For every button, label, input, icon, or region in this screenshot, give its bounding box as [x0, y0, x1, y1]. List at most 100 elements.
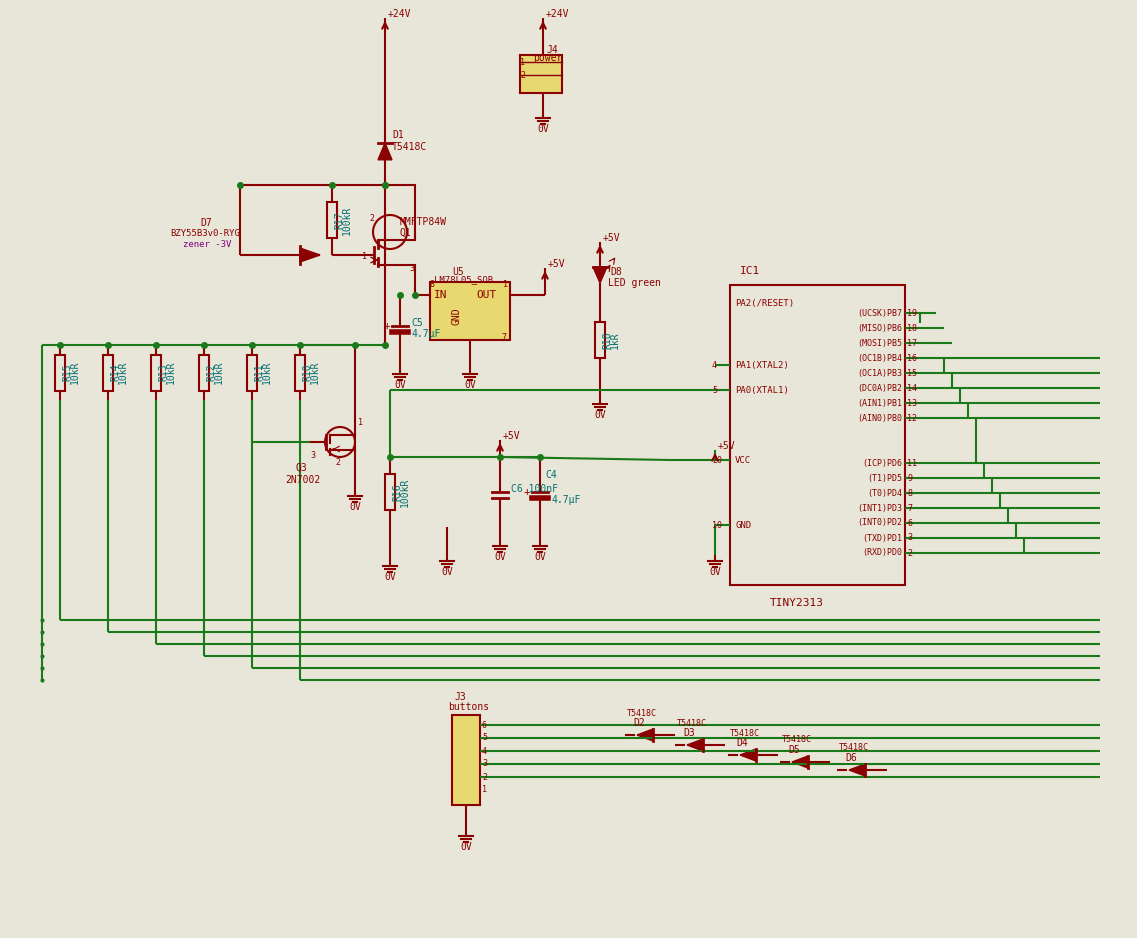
- Text: +24V: +24V: [388, 9, 412, 19]
- Text: 3: 3: [482, 760, 487, 768]
- Text: 0V: 0V: [709, 567, 721, 577]
- Bar: [430, 282, 511, 340]
- Text: 8: 8: [430, 280, 435, 289]
- Text: 2N7002: 2N7002: [285, 475, 321, 485]
- Bar: [520, 55, 562, 93]
- Bar: [595, 322, 605, 358]
- Text: GND: GND: [451, 307, 460, 325]
- Text: 9: 9: [907, 474, 912, 482]
- Text: 4: 4: [482, 747, 487, 755]
- Text: (MISO)PB6: (MISO)PB6: [857, 324, 902, 332]
- Text: +: +: [383, 321, 390, 330]
- Text: OUT: OUT: [476, 290, 496, 300]
- Text: 2: 2: [335, 458, 340, 466]
- Text: T5418C: T5418C: [677, 719, 707, 728]
- Text: T5418C: T5418C: [839, 744, 869, 752]
- Text: 2: 2: [520, 70, 525, 80]
- Text: C4: C4: [545, 470, 557, 480]
- Text: 4.7μF: 4.7μF: [410, 328, 440, 339]
- Text: 100kR: 100kR: [342, 205, 352, 234]
- Text: 0V: 0V: [537, 124, 549, 134]
- Text: +5V: +5V: [603, 233, 621, 243]
- Text: 10: 10: [712, 521, 722, 529]
- Text: power: power: [533, 53, 563, 63]
- Text: 1: 1: [362, 251, 367, 261]
- Text: (RXD)PD0: (RXD)PD0: [862, 549, 902, 557]
- Text: 10kR: 10kR: [70, 361, 80, 385]
- Text: 15: 15: [907, 369, 918, 377]
- Polygon shape: [687, 739, 703, 751]
- Text: IC1: IC1: [740, 266, 761, 276]
- Bar: [151, 355, 161, 390]
- Text: 0V: 0V: [495, 552, 506, 562]
- Text: IN: IN: [434, 290, 448, 300]
- Bar: [103, 355, 113, 390]
- Bar: [199, 355, 209, 390]
- Text: 3: 3: [409, 264, 414, 273]
- Text: (MOSI)PB5: (MOSI)PB5: [857, 339, 902, 347]
- Text: U5: U5: [453, 267, 464, 277]
- Bar: [385, 474, 395, 510]
- Text: 0V: 0V: [384, 572, 396, 582]
- Text: 0V: 0V: [395, 380, 406, 390]
- Text: (AIN1)PB1: (AIN1)PB1: [857, 399, 902, 407]
- Text: 16: 16: [907, 354, 918, 362]
- Text: (AIN0)PB0: (AIN0)PB0: [857, 414, 902, 422]
- Text: +: +: [524, 487, 530, 496]
- Text: LM78L05_SOB: LM78L05_SOB: [434, 276, 493, 284]
- Text: 4.7μF: 4.7μF: [551, 494, 580, 505]
- Text: 1: 1: [482, 785, 487, 794]
- Text: 2: 2: [370, 214, 374, 222]
- Bar: [730, 285, 905, 585]
- Text: 0V: 0V: [464, 380, 476, 390]
- Text: 3: 3: [907, 534, 912, 542]
- Text: R17: R17: [334, 211, 345, 229]
- Polygon shape: [637, 729, 653, 741]
- Text: buttons: buttons: [448, 702, 489, 712]
- Bar: [453, 715, 480, 805]
- Text: 18: 18: [907, 324, 918, 332]
- Text: C6 100nF: C6 100nF: [511, 483, 558, 493]
- Text: 13: 13: [907, 399, 918, 407]
- Text: 19: 19: [907, 309, 918, 317]
- Text: 2: 2: [907, 549, 912, 557]
- Text: VCC: VCC: [735, 456, 752, 464]
- Text: 6: 6: [907, 519, 912, 527]
- Text: R18: R18: [601, 331, 612, 349]
- Text: 1: 1: [358, 417, 363, 427]
- Text: 5: 5: [482, 734, 487, 743]
- Text: 10kR: 10kR: [166, 361, 176, 385]
- Text: PA1(XTAL2): PA1(XTAL2): [735, 360, 789, 370]
- Text: GND: GND: [735, 521, 752, 529]
- Text: (T0)PD4: (T0)PD4: [868, 489, 902, 497]
- Text: 1: 1: [520, 57, 525, 67]
- Text: +5V: +5V: [717, 441, 736, 451]
- Text: 0V: 0V: [349, 502, 360, 512]
- Text: C5: C5: [410, 317, 423, 327]
- Text: D4: D4: [736, 738, 748, 748]
- Text: 4: 4: [712, 360, 717, 370]
- Text: D6: D6: [845, 753, 857, 763]
- Text: 5: 5: [712, 386, 717, 395]
- Text: 0V: 0V: [595, 410, 606, 420]
- Text: 8: 8: [907, 489, 912, 497]
- Polygon shape: [300, 248, 319, 262]
- Text: 17: 17: [907, 339, 918, 347]
- Polygon shape: [377, 143, 392, 159]
- Text: zener -3V: zener -3V: [183, 239, 231, 249]
- Text: (UCSK)PB7: (UCSK)PB7: [857, 309, 902, 317]
- Text: (TXD)PD1: (TXD)PD1: [862, 534, 902, 542]
- Text: +5V: +5V: [548, 259, 565, 269]
- Text: 10kR: 10kR: [118, 361, 128, 385]
- Text: J3: J3: [454, 692, 466, 702]
- Bar: [294, 355, 305, 390]
- Text: (OC1A)PB3: (OC1A)PB3: [857, 369, 902, 377]
- Text: 20: 20: [712, 456, 722, 464]
- Text: (INT1)PD3: (INT1)PD3: [857, 504, 902, 512]
- Text: D8: D8: [609, 267, 622, 277]
- Polygon shape: [792, 756, 808, 768]
- Text: 10kR: 10kR: [214, 361, 224, 385]
- Text: +24V: +24V: [546, 9, 570, 19]
- Bar: [247, 355, 257, 390]
- Text: 100kR: 100kR: [400, 477, 410, 507]
